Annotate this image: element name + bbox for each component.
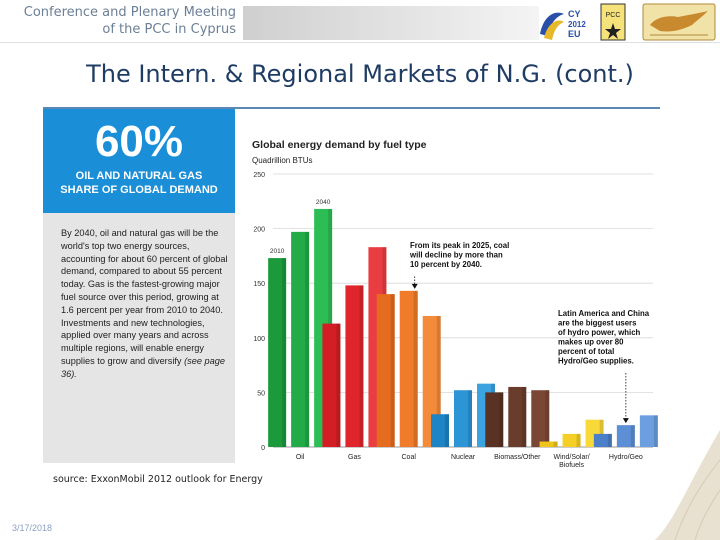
bar-oil-2025 [291,231,310,447]
conference-title-line1: Conference and Plenary Meeting [23,5,236,20]
x-label-6: Hydro/Geo [609,454,643,461]
conference-title-line2: of the PCC in Cyprus [102,22,236,37]
energy-demand-chart: Global energy demand by fuel type Quadri… [252,139,658,469]
hydro-annotation-line-2: are the biggest users [558,319,637,328]
y-tick-label-50: 50 [257,390,265,397]
infographic-side-panel: 60% OIL AND NATURAL GAS SHARE OF GLOBAL … [43,109,235,463]
chart-x-labels: Oil Gas Coal Nuclear Biomass/Other Wind/Solar… [296,454,643,469]
infographic-figure: 60% OIL AND NATURAL GAS SHARE OF GLOBAL … [43,107,660,489]
bar-shade-coal-2010 [390,294,395,447]
bar-shade-nuclear-2010 [445,414,449,447]
year-label-2040: 2040 [316,199,331,206]
footer-date: 3/17/2018 [12,523,53,533]
chart-year-labels: 2040 2010 [270,199,331,255]
pcc-logo-text: PCC [606,12,621,19]
coal-annotation: From its peak in 2025, coal will decline … [409,241,509,269]
bar-shade-hydro-geo-2040 [653,415,658,447]
bar-wind-solar-biofuels-2010 [539,441,558,447]
cy-logo-text-2: 2012 [568,20,586,29]
bar-wind-solar-biofuels-2025 [562,433,581,447]
bar-shade-oil-2010 [282,258,287,447]
bar-gas-2010 [322,323,341,447]
x-label-3: Nuclear [451,454,476,461]
chart-bars [268,208,658,447]
cyprus-map-logo [642,3,716,41]
bar-shade-oil-2025 [305,231,310,447]
hydro-annotation-arrow [622,418,629,424]
slide-title: The Intern. & Regional Markets of N.G. (… [86,60,634,88]
y-tick-label-0: 0 [261,445,265,452]
hydro-annotation-line-3: of hydro power, which [558,328,641,337]
bar-shade-coal-2025 [413,290,418,447]
source-note: source: ExxonMobil 2012 outlook for Ener… [53,474,263,485]
body-text-reference: (see page 36). [61,355,225,379]
hydro-annotation-line-1: Latin America and China [558,309,650,318]
bar-shade-biomass-other-2010 [499,392,504,447]
headline-label: OIL AND NATURAL GAS SHARE OF GLOBAL DEMA… [43,169,235,197]
bar-shade-gas-2025 [359,285,364,447]
headline-percent: 60% [94,117,184,166]
hydro-annotation-line-5: percent of total [558,347,614,356]
bar-hydro-geo-2025 [616,425,635,447]
body-text-main: By 2040, oil and natural gas will be the… [61,228,228,366]
y-tick-label-100: 100 [253,336,265,343]
decorative-map-corner [655,430,720,540]
bar-shade-biomass-other-2040 [545,390,550,447]
bar-gas-2025 [345,285,364,447]
hydro-annotation-line-4: makes up over 80 [558,338,624,347]
y-tick-label-150: 150 [253,281,265,288]
bar-oil-2010 [268,258,287,447]
x-label-4: Biomass/Other [494,454,541,461]
bar-shade-coal-2040 [436,315,441,447]
bar-shade-wind-solar-biofuels-2025 [576,433,581,447]
coal-annotation-line-3: 10 percent by 2040. [410,260,482,269]
infographic-body-text: By 2040, oil and natural gas will be the… [61,227,233,381]
bar-shade-nuclear-2025 [468,390,472,447]
coal-annotation-line-2: will decline by more than [409,251,503,260]
coal-annotation-arrow [411,283,418,289]
headline-label-line1: OIL AND NATURAL GAS [75,170,203,182]
bar-coal-2025 [399,290,418,447]
header-bar [243,6,539,40]
x-label-5: Wind/Solar/ [553,454,589,461]
bar-shade-wind-solar-biofuels-2040 [599,419,604,447]
bar-coal-2010 [376,294,395,447]
coal-annotation-line-1: From its peak in 2025, coal [410,241,509,250]
bar-nuclear-2025 [454,390,472,447]
x-label-2: Coal [402,454,417,461]
bar-hydro-geo-2040 [639,415,658,447]
bar-shade-wind-solar-biofuels-2010 [553,441,558,447]
x-label-0: Oil [296,454,305,461]
bar-shade-biomass-other-2025 [522,386,527,447]
bar-biomass-other-2040 [531,390,550,447]
year-label-2010: 2010 [270,248,285,255]
y-tick-label-250: 250 [253,172,265,179]
bar-hydro-geo-2010 [593,433,612,447]
chart-y-label: Quadrillion BTUs [252,156,312,165]
bar-biomass-other-2010 [485,392,504,447]
bar-nuclear-2010 [431,414,449,447]
bar-shade-hydro-geo-2025 [630,425,635,447]
bar-biomass-other-2025 [508,386,527,447]
x-label-1: Gas [348,454,361,461]
bar-shade-hydro-geo-2010 [607,433,612,447]
chart-title: Global energy demand by fuel type [252,139,427,151]
headline-label-line2: SHARE OF GLOBAL DEMAND [60,184,218,196]
pcc-logo: PCC [600,3,626,41]
cy-logo-text-3: EU [568,29,581,39]
cy-logo-text-1: CY [568,9,581,19]
x-label-5-line2: Biofuels [559,462,584,469]
chart-annotations: From its peak in 2025, coal will decline … [409,241,650,424]
conference-title: Conference and Plenary Meeting of the PC… [0,4,236,38]
bar-shade-gas-2010 [336,323,341,447]
y-tick-label-200: 200 [253,227,265,234]
header-divider [0,42,720,43]
hydro-annotation: Latin America and China are the biggest u… [558,309,650,366]
cy-presidency-logo: CY 2012 EU [540,9,586,40]
hydro-annotation-line-6: Hydro/Geo supplies. [558,357,634,366]
chart-y-ticks: 0 50 100 150 200 250 [253,172,265,452]
headline-box: 60% OIL AND NATURAL GAS SHARE OF GLOBAL … [43,109,235,213]
